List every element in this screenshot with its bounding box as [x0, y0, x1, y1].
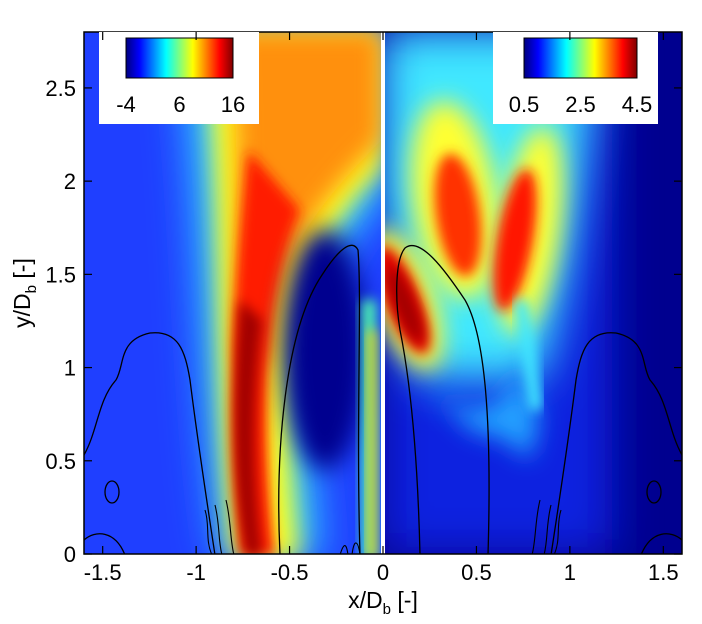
x-axis-label: x/Db [-]: [348, 587, 418, 618]
colorbar-tick-label: 2.5: [565, 92, 596, 117]
x-tick-label: -1: [186, 560, 206, 585]
colorbar-tick-label: -4: [116, 92, 136, 117]
y-tick-label: 1: [64, 356, 76, 381]
y-tick-label: 2: [64, 169, 76, 194]
x-tick-label: -1.5: [84, 560, 122, 585]
y-tick-label: 1.5: [45, 262, 76, 287]
colorbar-tick-label: 4.5: [622, 92, 653, 117]
x-tick-label: 1: [564, 560, 576, 585]
colorbar-tick-label: 16: [221, 92, 245, 117]
right-panel-field: [382, 32, 682, 554]
right-colorbar: 0.5 2.5 4.5: [493, 32, 658, 124]
y-tick-label: 0: [64, 542, 76, 567]
y-tick-label: 0.5: [45, 449, 76, 474]
left-colorbar: -4 6 16: [99, 32, 259, 124]
x-tick-label: -0.5: [271, 560, 309, 585]
y-tick-label: 2.5: [45, 76, 76, 101]
x-tick-label: 0: [377, 560, 389, 585]
x-axis: -1.5 -1 -0.5 0 0.5 1 1.5: [84, 32, 679, 585]
colorbar-tick-label: 0.5: [509, 92, 540, 117]
colorbar-tick-label: 6: [173, 92, 185, 117]
x-tick-label: 0.5: [461, 560, 492, 585]
y-axis: 0 0.5 1 1.5 2 2.5: [45, 76, 682, 567]
x-tick-label: 1.5: [648, 560, 679, 585]
y-axis-label: y/Db [-]: [9, 258, 40, 328]
